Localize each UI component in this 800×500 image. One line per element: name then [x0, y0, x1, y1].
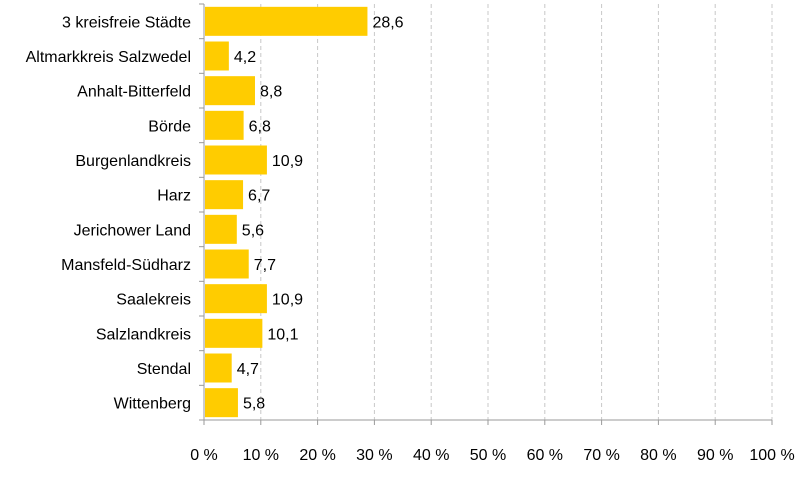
value-labels: 28,6 4,2 8,8 6,8 10,9 6,7 5,6 7,7 10,9 10,1 4,7 5,8	[234, 14, 404, 412]
bar	[205, 76, 255, 106]
data-label: 10,9	[272, 292, 303, 309]
bar	[205, 318, 263, 348]
data-label: 4,2	[234, 49, 256, 66]
bar	[205, 41, 229, 71]
x-tick-label: 30 %	[356, 447, 392, 464]
bar	[205, 110, 244, 140]
category-label: Wittenberg	[114, 396, 191, 413]
x-tick-label: 50 %	[470, 447, 506, 464]
data-label: 5,8	[243, 396, 265, 413]
x-tick-label: 80 %	[640, 447, 676, 464]
x-tick-label: 70 %	[583, 447, 619, 464]
bars	[205, 6, 368, 418]
category-label: Stendal	[137, 361, 191, 378]
category-label: Jerichower Land	[74, 222, 191, 239]
bar	[205, 284, 267, 314]
x-tick-label: 0 %	[190, 447, 218, 464]
grid	[260, 4, 773, 420]
data-label: 6,8	[249, 118, 271, 135]
category-label: Anhalt-Bitterfeld	[77, 84, 191, 101]
data-label: 28,6	[372, 14, 403, 31]
category-label: Börde	[148, 118, 191, 135]
bar	[205, 145, 267, 175]
data-label: 10,9	[272, 153, 303, 170]
bar	[205, 180, 244, 210]
data-label: 4,7	[237, 361, 259, 378]
bar	[205, 214, 237, 244]
x-tick-label: 100 %	[749, 447, 794, 464]
category-label: Harz	[157, 188, 191, 205]
tick-labels: 0 % 10 % 20 % 30 % 40 % 50 % 60 % 70 % 80 % 90 % 1…	[190, 447, 794, 464]
x-tick-label: 10 %	[243, 447, 279, 464]
x-tick-label: 60 %	[527, 447, 563, 464]
category-label: 3 kreisfreie Städte	[62, 14, 191, 31]
category-labels: 3 kreisfreie Städte Altmarkkreis Salzwede…	[26, 14, 191, 412]
bar	[205, 353, 232, 383]
x-tick-label: 90 %	[697, 447, 733, 464]
data-label: 10,1	[267, 326, 298, 343]
x-tick-label: 40 %	[413, 447, 449, 464]
category-label: Mansfeld-Südharz	[61, 257, 191, 274]
category-label: Burgenlandkreis	[75, 153, 191, 170]
bar	[205, 388, 238, 418]
data-label: 7,7	[254, 257, 276, 274]
category-label: Saalekreis	[116, 292, 191, 309]
x-tick-label: 20 %	[299, 447, 335, 464]
data-label: 6,7	[248, 188, 270, 205]
category-label: Salzlandkreis	[96, 326, 191, 343]
bar	[205, 6, 368, 36]
data-label: 8,8	[260, 84, 282, 101]
bar	[205, 249, 249, 279]
category-label: Altmarkkreis Salzwedel	[26, 49, 191, 66]
axes	[199, 3, 773, 425]
data-label: 5,6	[242, 222, 264, 239]
